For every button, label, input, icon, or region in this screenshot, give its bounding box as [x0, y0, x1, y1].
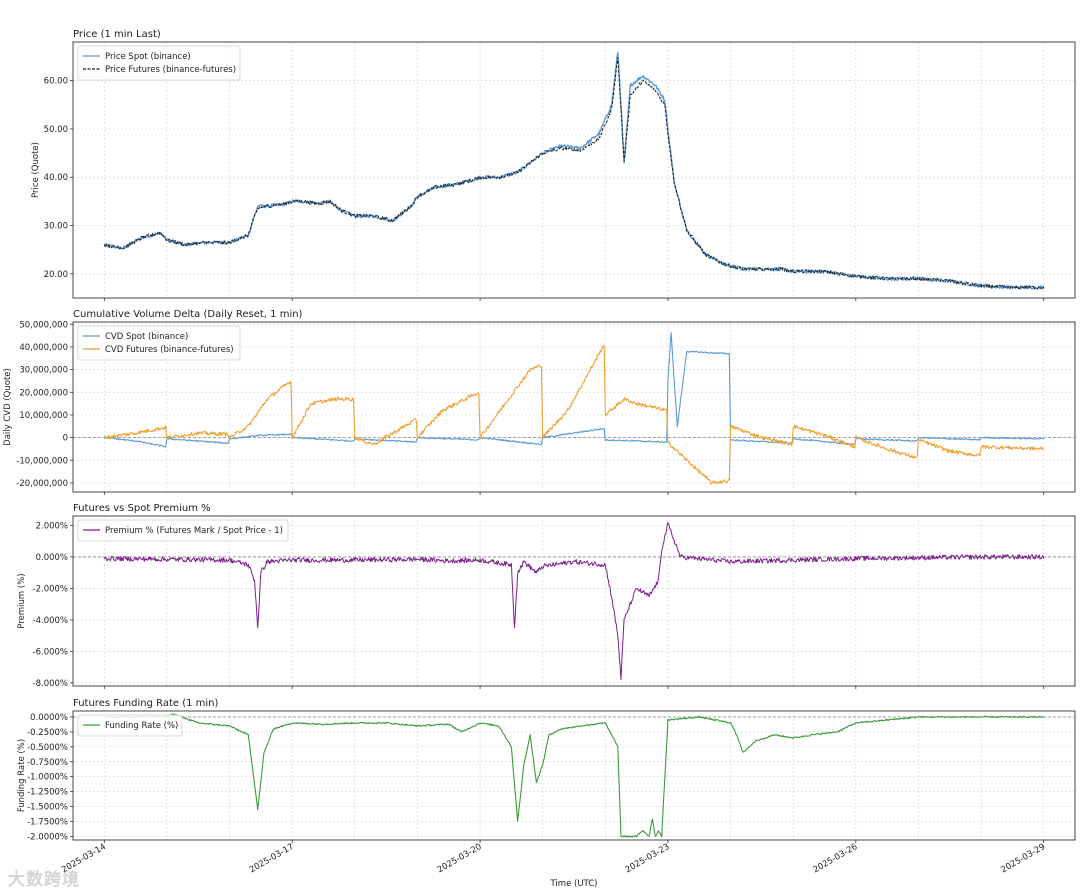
cvd-ylabel: Daily CVD (Quote)	[3, 368, 13, 446]
y-tick-label: -0.2500%	[27, 728, 68, 738]
x-tick-label: 2025-03-26	[812, 842, 860, 875]
price-ylabel: Price (Quote)	[31, 142, 41, 198]
y-tick-label: 20.00	[44, 270, 68, 280]
y-tick-label: -1.5000%	[27, 803, 68, 813]
premium-title: Futures vs Spot Premium %	[73, 503, 211, 514]
axes-frame	[72, 321, 1076, 493]
funding-series-line	[104, 713, 1044, 838]
x-tick-label: 2025-03-29	[999, 842, 1047, 875]
price-panel: 20.00 30.00 40.00 50.00 60.00 Price (1 min La…	[31, 29, 1076, 301]
y-tick-label: 50.00	[44, 125, 68, 135]
legend-label: Premium % (Futures Mark / Spot Price - 1…	[105, 526, 283, 536]
axes-frame	[72, 710, 1076, 841]
y-tick-label: 30,000,000	[19, 366, 68, 376]
y-tick-label: -10,000,000	[16, 456, 68, 466]
legend-label: Price Spot (binance)	[105, 52, 191, 62]
legend-box	[77, 325, 241, 361]
legend-label: CVD Futures (binance-futures)	[105, 345, 234, 355]
y-tick-label: 0	[63, 434, 68, 444]
funding-legend: Funding Rate (%)	[77, 714, 183, 737]
y-tick-label: -1.2500%	[27, 788, 68, 798]
y-tick-label: -0.7500%	[27, 758, 68, 768]
x-tick-label: 2025-03-20	[436, 842, 484, 875]
premium-series-line	[103, 522, 1045, 681]
legend-box	[77, 45, 241, 81]
y-tick-label: 30.00	[44, 222, 68, 232]
price-series-line	[103, 51, 1045, 290]
y-tick-label: -1.7500%	[27, 817, 68, 827]
legend-label: Funding Rate (%)	[105, 721, 178, 731]
y-tick-label: 20,000,000	[19, 388, 68, 398]
legend-label: CVD Spot (binance)	[105, 332, 188, 342]
price-title: Price (1 min Last)	[73, 29, 161, 40]
y-tick-label: -4.000%	[33, 616, 68, 626]
y-tick-label: 40,000,000	[19, 343, 68, 353]
y-tick-label: 2.000%	[36, 521, 68, 531]
funding-panel: 0.0000% -0.2500% -0.5000% -0.7500% -1.0000% -…	[17, 698, 1076, 843]
x-tick-label: 2025-03-23	[624, 842, 672, 875]
premium-panel: 2.000% 0.000% -2.000% -4.000% -6.000% -8.000%…	[17, 503, 1076, 689]
y-tick-label: 0.000%	[36, 553, 68, 563]
y-tick-label: -1.0000%	[27, 773, 68, 783]
price-legend: Price Spot (binance) Price Futures (binan…	[77, 45, 241, 81]
funding-title: Futures Funding Rate (1 min)	[73, 698, 219, 709]
y-tick-label: 60.00	[44, 77, 68, 87]
premium-ylabel: Premium (%)	[17, 573, 27, 628]
funding-ylabel: Funding Rate (%)	[17, 739, 27, 812]
cvd-series-line	[103, 332, 1044, 448]
cvd-title: Cumulative Volume Delta (Daily Reset, 1 …	[73, 309, 303, 320]
x-axis-label: Time (UTC)	[550, 879, 598, 889]
premium-legend: Premium % (Futures Mark / Spot Price - 1…	[77, 519, 289, 542]
x-tick-label: 2025-03-17	[248, 842, 296, 875]
y-tick-label: -2.000%	[33, 584, 68, 594]
axes-frame	[72, 41, 1076, 299]
legend-box	[77, 714, 183, 737]
cvd-series-line	[103, 345, 1045, 485]
y-tick-label: -2.0000%	[27, 832, 68, 842]
watermark: 大数跨境	[8, 870, 80, 890]
axes-frame	[72, 515, 1076, 687]
y-tick-label: -0.5000%	[27, 743, 68, 753]
legend-box	[77, 519, 289, 542]
price-series-line	[103, 57, 1045, 290]
y-tick-label: -20,000,000	[16, 479, 68, 489]
y-tick-label: -6.000%	[33, 647, 68, 657]
y-tick-label: -8.000%	[33, 679, 68, 689]
cvd-panel: 50,000,000 40,000,000 30,000,000 20,000,000…	[3, 309, 1076, 495]
legend-label: Price Futures (binance-futures)	[105, 65, 236, 75]
y-tick-label: 0.0000%	[30, 713, 68, 723]
y-tick-label: 40.00	[44, 173, 68, 183]
y-tick-label: 50,000,000	[19, 320, 68, 330]
cvd-legend: CVD Spot (binance) CVD Futures (binance-f…	[77, 325, 241, 361]
y-tick-label: 10,000,000	[19, 411, 68, 421]
